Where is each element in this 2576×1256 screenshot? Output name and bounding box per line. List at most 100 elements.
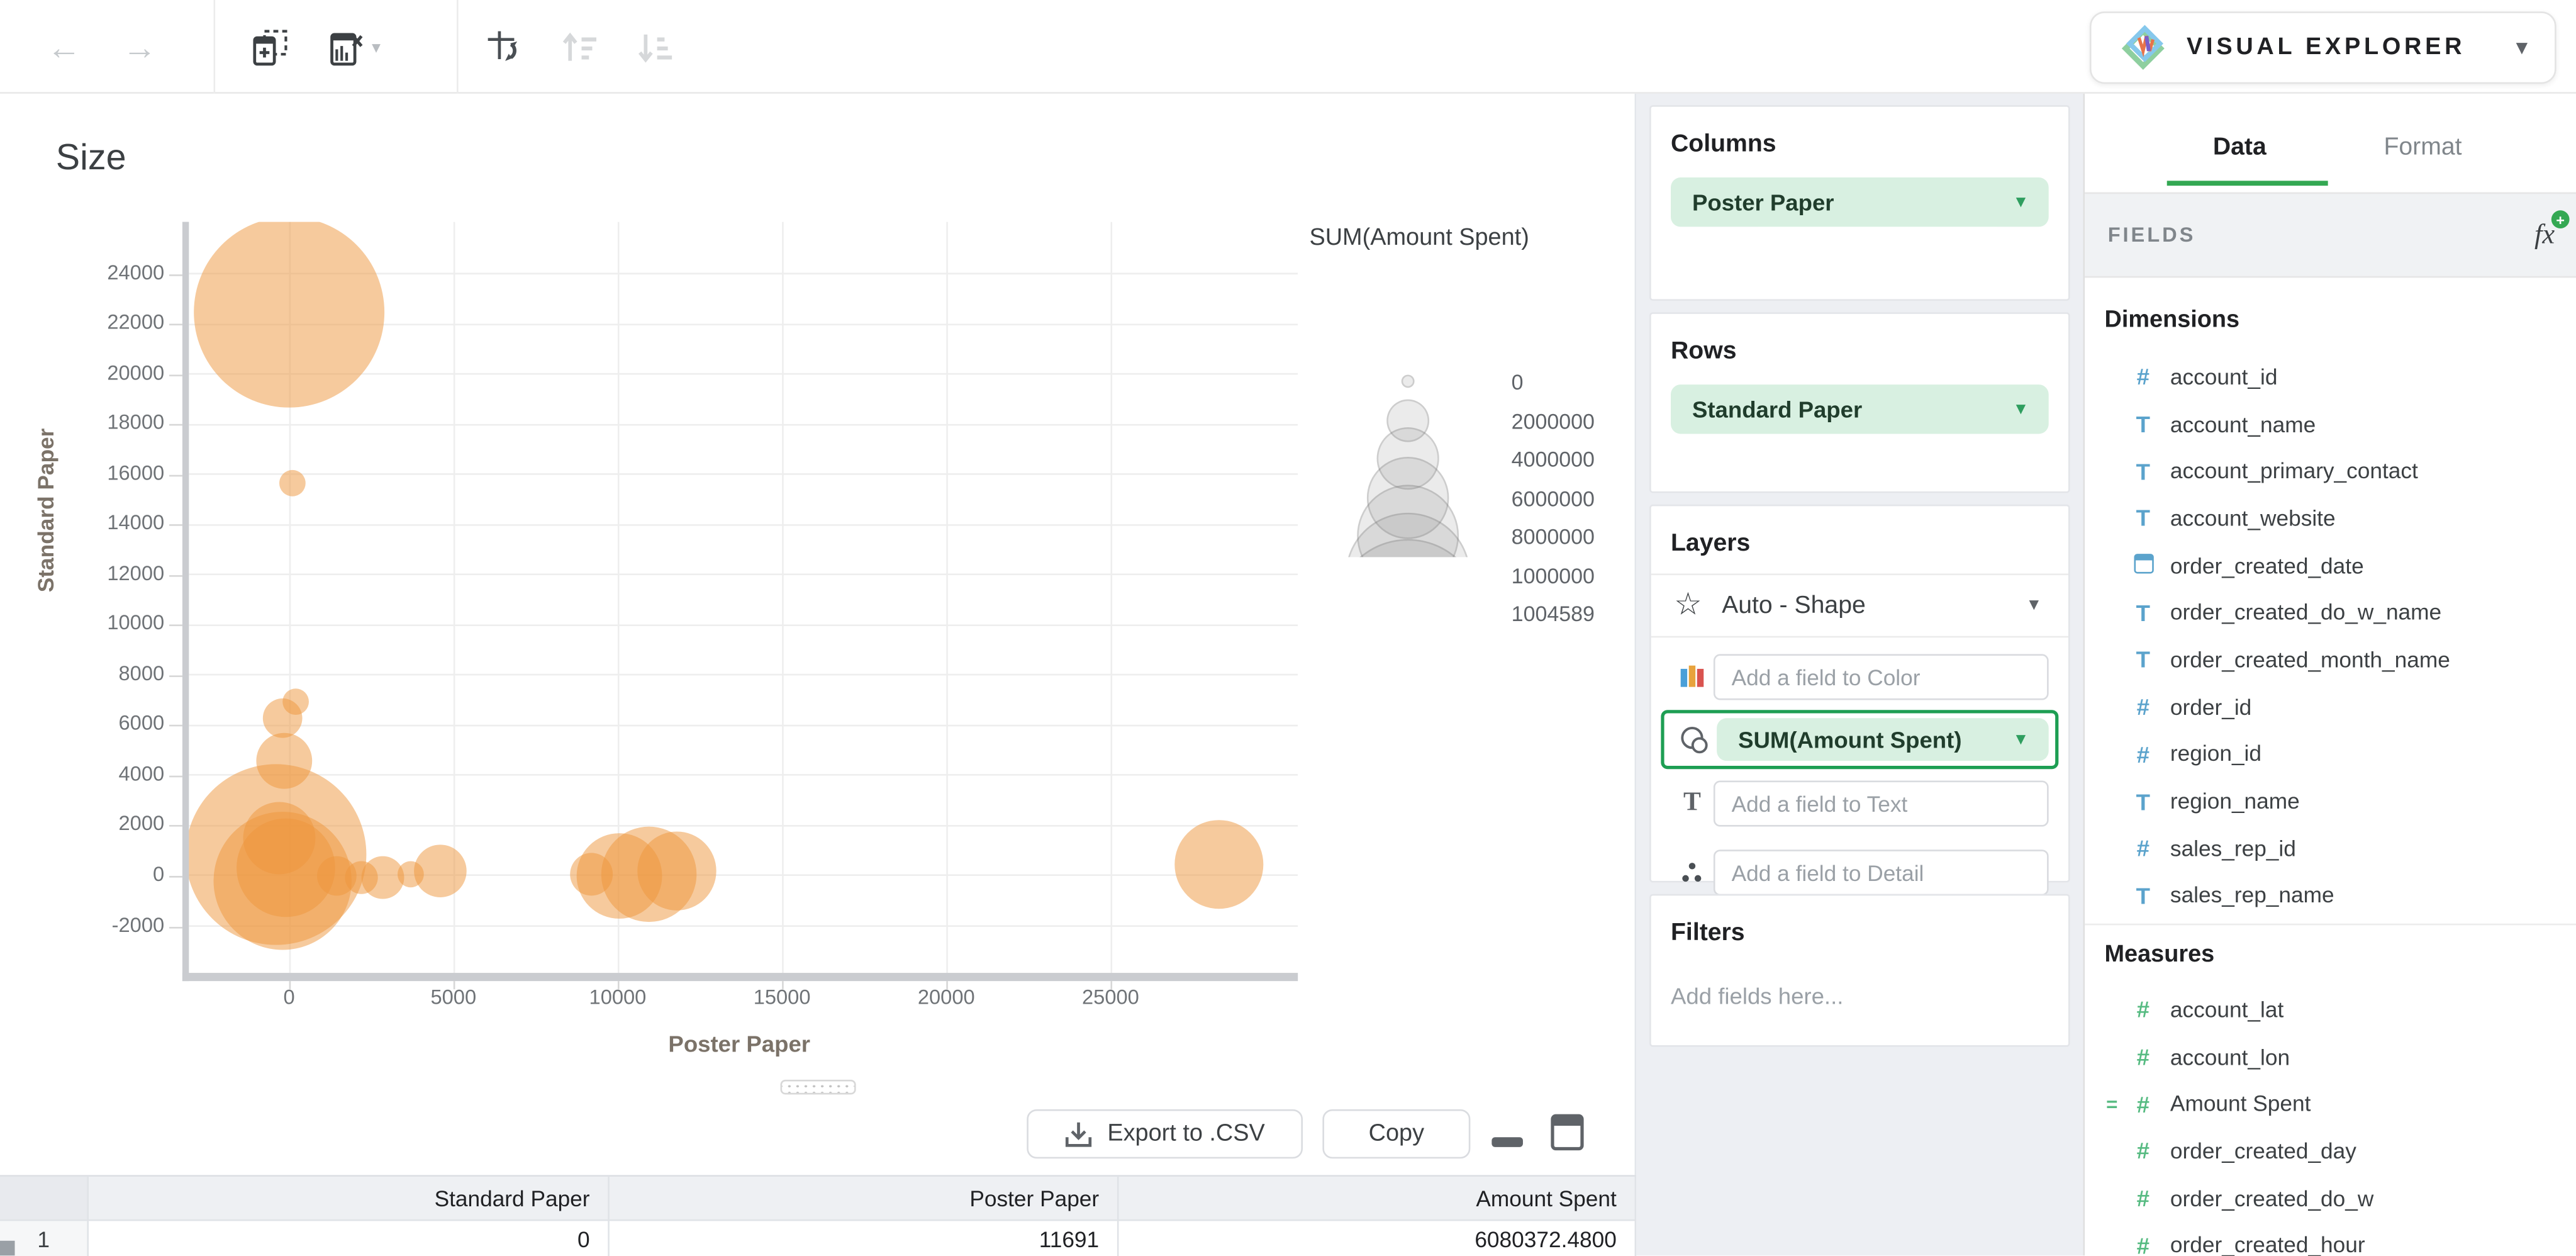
toolbar: ← → ▼	[0, 0, 2576, 94]
table-cell[interactable]: 0	[89, 1221, 610, 1256]
plus-badge-icon: +	[2551, 210, 2570, 229]
tab-format[interactable]: Format	[2384, 133, 2462, 161]
rows-field-pill[interactable]: Standard Paper ▼	[1671, 384, 2049, 434]
color-icon	[1671, 664, 1714, 690]
text-type-icon: T	[2136, 599, 2151, 626]
number-type-icon: #	[2136, 364, 2150, 390]
gridline-horizontal	[189, 674, 1298, 676]
table-header-cell[interactable]: Standard Paper	[89, 1176, 610, 1221]
data-bubble[interactable]	[414, 844, 467, 897]
table-header-cell[interactable]: Poster Paper	[609, 1176, 1119, 1221]
sort-descending-button[interactable]	[631, 23, 680, 72]
data-bubble[interactable]	[262, 698, 303, 738]
y-axis-title: Standard Paper	[33, 428, 59, 593]
field-item[interactable]: # account_lon	[2085, 1033, 2576, 1080]
add-calculated-field-button[interactable]: fx +	[2534, 210, 2570, 251]
gridline-horizontal	[189, 373, 1298, 375]
export-csv-button[interactable]: Export to .CSV	[1027, 1109, 1303, 1159]
field-item[interactable]: # order_created_hour	[2085, 1222, 2576, 1256]
text-type-icon: T	[2136, 505, 2151, 532]
field-item[interactable]: # sales_rep_id	[2085, 825, 2576, 872]
x-tick-mark	[782, 981, 784, 990]
sort-ascending-button[interactable]	[555, 23, 605, 72]
swap-axes-button[interactable]	[480, 23, 529, 72]
legend-size-label: 0	[1511, 369, 1524, 395]
x-axis-title: Poster Paper	[668, 1030, 811, 1057]
size-legend	[1293, 258, 1526, 558]
active-tab-indicator	[2166, 181, 2328, 186]
table-cell[interactable]: 6080372.4800	[1118, 1221, 1637, 1256]
app-switcher-button[interactable]: VISUAL EXPLORER ▼	[2089, 11, 2556, 84]
field-item[interactable]: # order_created_day	[2085, 1128, 2576, 1175]
field-item[interactable]: order_created_date	[2085, 542, 2576, 589]
data-bubble[interactable]	[361, 856, 404, 899]
gridline-horizontal	[189, 524, 1298, 526]
back-button[interactable]: ←	[40, 23, 89, 72]
number-type-icon: #	[2136, 693, 2150, 721]
app-switcher-caret-icon: ▼	[2512, 36, 2532, 60]
data-bubble[interactable]	[1174, 820, 1264, 909]
filters-drop-zone[interactable]: Add fields here...	[1671, 982, 1844, 1009]
field-item[interactable]: # order_created_do_w	[2085, 1175, 2576, 1222]
table-header-cell[interactable]: Amount Spent	[1118, 1176, 1637, 1221]
y-tick-label: 2000	[118, 812, 165, 836]
add-chart-button[interactable]	[247, 23, 296, 72]
copy-button[interactable]: Copy	[1322, 1109, 1471, 1159]
data-bubble[interactable]	[194, 221, 385, 408]
calculated-field-icon: =	[2106, 1092, 2118, 1116]
maximize-view-button[interactable]	[1551, 1114, 1584, 1151]
number-type-icon: #	[2136, 1091, 2150, 1118]
plot-area[interactable]	[189, 221, 1298, 973]
minimize-view-button[interactable]	[1492, 1126, 1523, 1147]
y-tick-label: 10000	[107, 612, 165, 635]
gridline-vertical	[781, 221, 783, 973]
columns-card: Columns Poster Paper ▼	[1649, 105, 2070, 301]
text-drop-zone[interactable]: Add a field to Text	[1713, 780, 2049, 827]
field-item[interactable]: # region_id	[2085, 731, 2576, 778]
y-tick-label: -2000	[111, 912, 165, 936]
field-name: region_name	[2170, 788, 2300, 814]
table-header-row: Standard Paper Poster Paper Amount Spent	[0, 1176, 1637, 1221]
y-tick-label: 6000	[118, 712, 165, 736]
gridline-horizontal	[189, 272, 1298, 275]
data-bubble[interactable]	[243, 802, 316, 875]
columns-field-pill[interactable]: Poster Paper ▼	[1671, 177, 2049, 227]
field-item[interactable]: # account_lat	[2085, 986, 2576, 1033]
color-drop-zone[interactable]: Add a field to Color	[1713, 654, 2049, 700]
number-type-icon: #	[2136, 1185, 2150, 1212]
x-axis-line	[182, 973, 1298, 982]
shape-selector[interactable]: ☆ Auto - Shape ▼	[1651, 573, 2069, 638]
columns-pill-caret-icon: ▼	[2012, 193, 2029, 211]
field-name: account_lat	[2170, 997, 2284, 1023]
field-item[interactable]: # order_id	[2085, 683, 2576, 731]
y-tick-label: 14000	[107, 511, 165, 535]
size-field-pill[interactable]: SUM(Amount Spent) ▼	[1717, 718, 2049, 761]
tab-data[interactable]: Data	[2212, 133, 2267, 161]
forward-button[interactable]: →	[115, 23, 164, 72]
y-tick-label: 24000	[107, 261, 165, 284]
remove-chart-button[interactable]: ▼	[319, 23, 391, 72]
field-item[interactable]: # account_id	[2085, 353, 2576, 400]
number-type-icon: #	[2136, 1232, 2150, 1256]
table-corner-cell[interactable]	[0, 1176, 89, 1221]
field-item[interactable]: = # Amount Spent	[2085, 1080, 2576, 1128]
table-scrollbar[interactable]	[0, 1240, 15, 1256]
resize-drag-handle[interactable]	[780, 1079, 856, 1095]
y-tick-label: 16000	[107, 461, 165, 485]
results-table: Standard Paper Poster Paper Amount Spent 1…	[0, 1175, 1637, 1256]
table-cell[interactable]: 11691	[609, 1221, 1119, 1256]
data-bubble[interactable]	[637, 831, 716, 911]
add-chart-icon	[253, 30, 287, 66]
data-bubble[interactable]	[279, 470, 306, 496]
y-tick-label: 4000	[118, 762, 165, 786]
x-tick-mark	[1110, 981, 1113, 990]
detail-drop-zone[interactable]: Add a field to Detail	[1713, 849, 2049, 896]
